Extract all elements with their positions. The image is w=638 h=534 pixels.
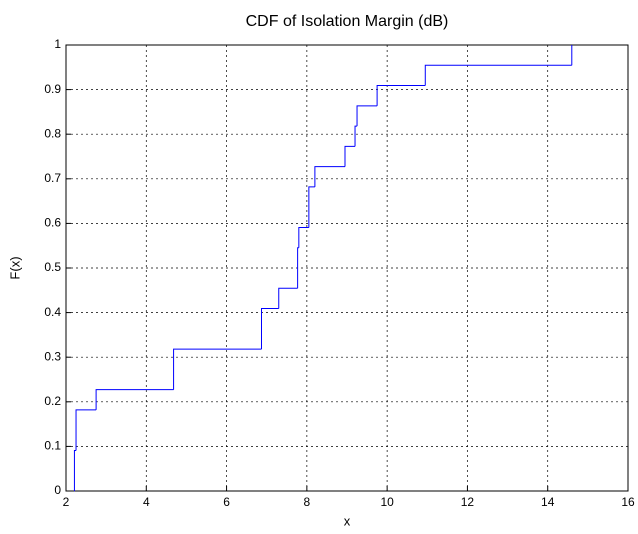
step [75, 409, 97, 451]
x-tick-label: 10 [380, 495, 394, 509]
step [260, 308, 279, 350]
step [95, 389, 174, 410]
step [376, 85, 426, 106]
x-tick-label: 14 [541, 495, 555, 509]
y-tick-label: 0.1 [44, 439, 61, 453]
x-tick-label: 16 [621, 495, 635, 509]
y-tick-label: 0.5 [44, 260, 61, 274]
y-tick-label: 0.8 [44, 126, 61, 140]
x-tick-label: 4 [143, 495, 150, 509]
y-tick-label: 0.6 [44, 216, 61, 230]
y-tick-label: 0.3 [44, 349, 61, 363]
y-axis-label: F(x) [7, 256, 22, 279]
x-tick-label: 6 [223, 495, 230, 509]
x-tick-label: 8 [304, 495, 311, 509]
step [354, 125, 358, 147]
step [356, 105, 378, 127]
y-tick-label: 1 [54, 37, 61, 51]
step [298, 226, 309, 248]
x-axis-label: x [344, 513, 351, 528]
y-tick-label: 0.7 [44, 171, 61, 185]
plot-frame [65, 44, 629, 492]
step [73, 449, 77, 491]
step [314, 166, 345, 187]
y-tick-label: 0 [54, 483, 61, 497]
step [173, 348, 262, 390]
y-tick-label: 0.9 [44, 82, 61, 96]
x-tick-label: 12 [461, 495, 475, 509]
x-tick-label: 2 [63, 495, 70, 509]
step [344, 145, 356, 167]
y-tick-label: 0.4 [44, 305, 61, 319]
step [424, 64, 572, 86]
step [308, 186, 315, 228]
chart-title: CDF of Isolation Margin (dB) [246, 13, 449, 30]
y-tick-label: 0.2 [44, 394, 61, 408]
step [278, 287, 298, 309]
